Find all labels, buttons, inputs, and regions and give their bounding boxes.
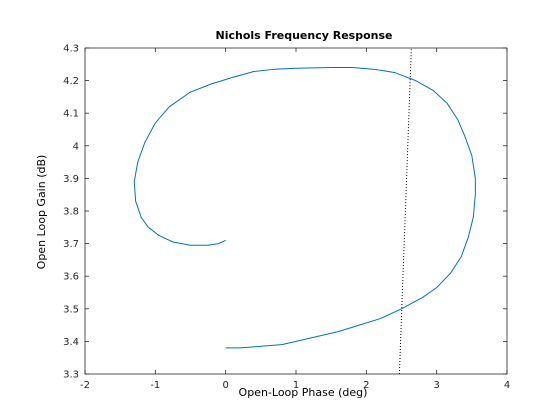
- y-tick-label: 3.6: [63, 272, 79, 283]
- y-tick-label: 3.5: [63, 304, 79, 315]
- y-tick-label: 3.4: [63, 337, 79, 348]
- nichols-curve: [133, 67, 476, 349]
- y-tick-label: 3.9: [63, 174, 79, 185]
- curves-layer: [133, 47, 476, 375]
- y-axis-label: Open Loop Gain (dB): [35, 155, 48, 270]
- x-tick-label: 1: [293, 380, 299, 391]
- x-axis-label: Open-Loop Phase (deg): [239, 386, 368, 399]
- x-tick-label: 4: [504, 380, 510, 391]
- x-tick-label: 0: [222, 380, 228, 391]
- y-tick-label: 3.7: [63, 239, 79, 250]
- reference-line-dotted: [398, 47, 412, 375]
- plot-area-box: [84, 47, 508, 375]
- y-tick-label: 4.3: [63, 44, 79, 55]
- plot-area-background: [85, 48, 507, 374]
- y-tick-label: 3.3: [63, 370, 79, 381]
- x-tick-label: 3: [433, 380, 439, 391]
- y-tick-label: 4.2: [63, 76, 79, 87]
- y-tick-label: 4.1: [63, 109, 79, 120]
- tick-labels-layer: -2 -1 0 1 2 3 4 3.3 3.4 3.5 3.6 3.7 3.8 3.9 4 4.1 4.2 4.3: [63, 44, 510, 392]
- chart-title: Nichols Frequency Response: [216, 29, 393, 42]
- y-tick-label: 4: [73, 141, 79, 152]
- x-tick-label: -2: [80, 380, 90, 391]
- y-tick-label: 3.8: [63, 207, 79, 218]
- x-tick-label: 2: [363, 380, 369, 391]
- x-tick-label: -1: [150, 380, 160, 391]
